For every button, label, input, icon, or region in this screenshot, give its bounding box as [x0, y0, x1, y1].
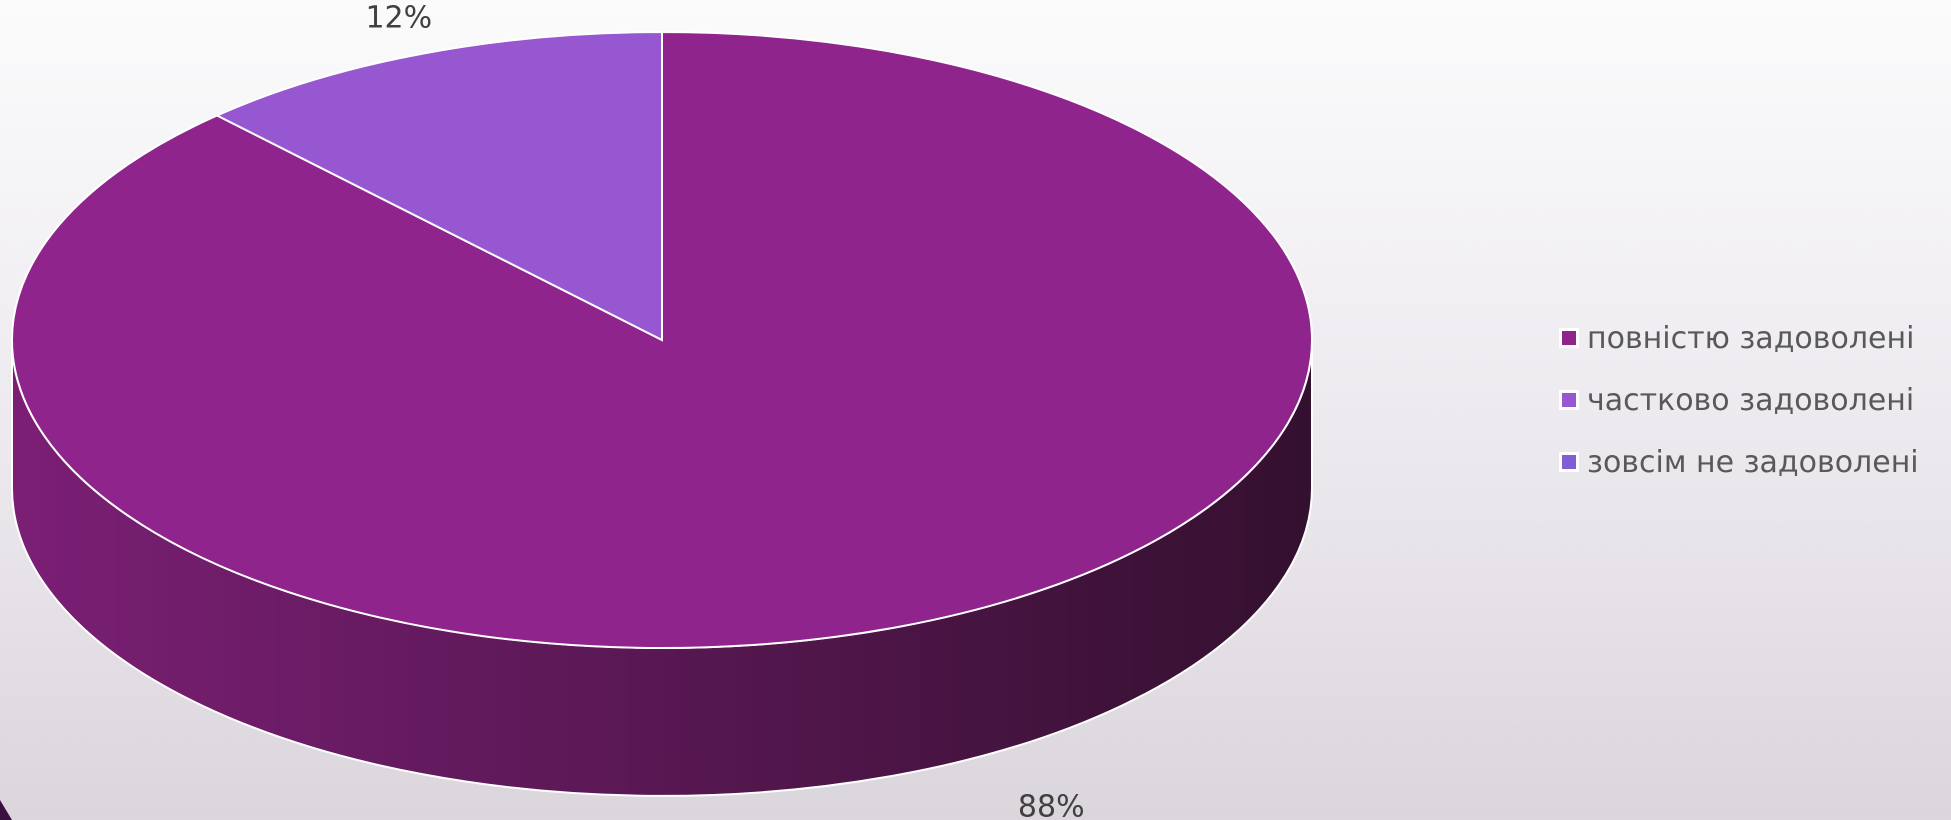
- data-label: 88%: [1018, 789, 1085, 820]
- legend-label: частково задоволені: [1587, 382, 1915, 418]
- legend-item: зовсім не задоволені: [1559, 442, 1919, 482]
- legend-item: повністю задоволені: [1559, 318, 1919, 358]
- pie-slice: [214, 30, 663, 342]
- pie-slice: [11, 30, 1313, 649]
- data-label: 12%: [365, 1, 432, 36]
- legend-label: повністю задоволені: [1587, 320, 1915, 356]
- legend-label: зовсім не задоволені: [1587, 444, 1919, 480]
- legend-swatch: [1559, 390, 1579, 410]
- slide-corner-decoration: [0, 800, 12, 820]
- chart-legend: повністю задоволені частково задоволені …: [1559, 318, 1919, 482]
- legend-swatch: [1559, 452, 1579, 472]
- legend-swatch: [1559, 328, 1579, 348]
- legend-item: частково задоволені: [1559, 380, 1919, 420]
